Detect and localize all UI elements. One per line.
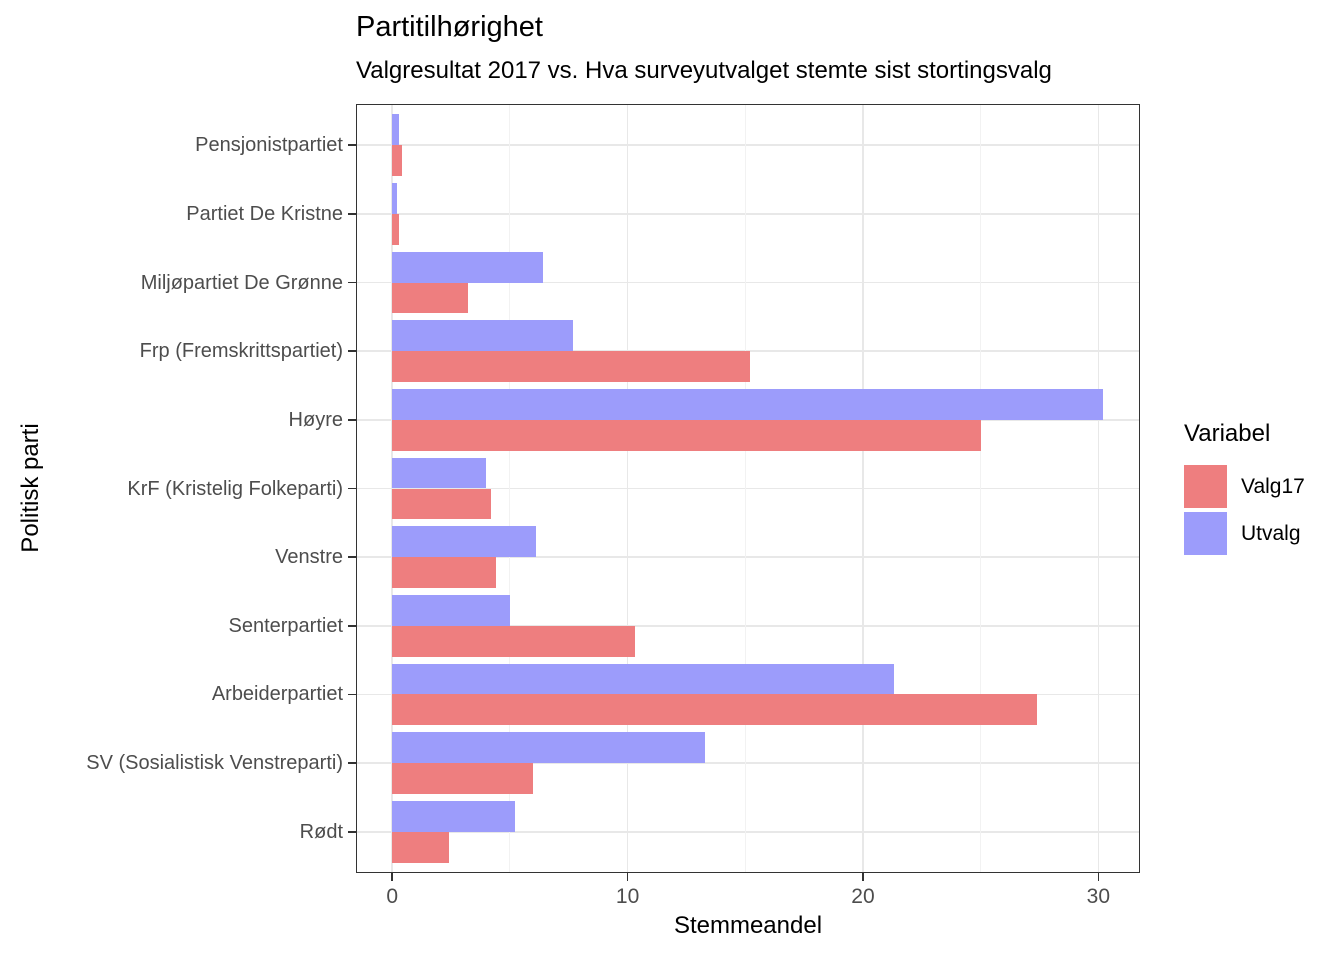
bar-utvalg-9	[392, 732, 706, 764]
y-axis-label: Partiet De Kristne	[186, 202, 343, 225]
y-axis-label: Frp (Fremskrittspartiet)	[139, 340, 343, 363]
legend-swatch-valg17	[1184, 465, 1227, 508]
gridline-horizontal	[356, 213, 1140, 215]
x-axis-title: Stemmeandel	[673, 912, 823, 939]
gridline-minor	[980, 104, 982, 873]
bar-valg17-1	[392, 213, 400, 245]
bar-utvalg-5	[392, 457, 487, 489]
legend: Variabel Valg17 Utvalg	[1184, 420, 1305, 557]
x-axis-tick-label: 0	[386, 885, 399, 908]
gridline-minor	[744, 104, 746, 873]
bar-utvalg-1	[392, 182, 397, 214]
bar-utvalg-0	[392, 114, 400, 146]
y-axis-label: Høyre	[288, 408, 343, 431]
x-tick-mark	[1097, 873, 1100, 881]
gridline-horizontal	[356, 281, 1140, 284]
legend-label-valg17: Valg17	[1241, 474, 1305, 498]
bar-utvalg-7	[392, 594, 510, 626]
gridline-horizontal	[356, 556, 1140, 558]
x-tick-mark	[862, 873, 864, 881]
gridline-horizontal	[356, 144, 1140, 146]
bar-valg17-4	[392, 419, 981, 451]
x-tick-mark	[391, 873, 393, 881]
gridline-horizontal	[356, 762, 1140, 764]
y-tick-mark	[348, 281, 356, 284]
bar-valg17-0	[392, 145, 402, 177]
y-tick-mark	[348, 487, 356, 490]
bar-utvalg-4	[392, 388, 1104, 420]
bar-valg17-10	[392, 831, 449, 863]
y-tick-mark	[348, 762, 356, 764]
legend-entry-valg17: Valg17	[1184, 463, 1305, 510]
y-tick-mark	[348, 144, 356, 146]
bar-valg17-5	[392, 488, 492, 520]
y-axis-label: KrF (Kristelig Folkeparti)	[127, 477, 343, 500]
y-tick-mark	[348, 831, 356, 833]
bar-utvalg-10	[392, 800, 515, 832]
gridline-major	[862, 104, 864, 873]
y-axis-label: Pensjonistpartiet	[195, 134, 343, 157]
bar-utvalg-8	[392, 663, 894, 695]
y-tick-mark	[348, 419, 356, 421]
gridline-major	[626, 104, 629, 873]
legend-entry-utvalg: Utvalg	[1184, 510, 1305, 557]
bar-valg17-9	[392, 763, 534, 795]
y-axis-label: SV (Sosialistisk Venstreparti)	[86, 752, 343, 775]
gridline-minor	[509, 104, 511, 873]
y-axis-label: Miljøpartiet De Grønne	[140, 271, 343, 294]
gridline-horizontal	[356, 487, 1140, 490]
x-axis-tick-label: 20	[851, 885, 875, 908]
bar-utvalg-6	[392, 526, 536, 558]
plot-panel	[356, 104, 1140, 873]
bar-valg17-6	[392, 557, 496, 589]
legend-label-utvalg: Utvalg	[1241, 521, 1301, 545]
y-axis-label: Senterpartiet	[228, 614, 343, 637]
y-tick-mark	[348, 213, 356, 215]
x-axis-tick-label: 10	[615, 885, 640, 908]
y-tick-mark	[348, 693, 356, 696]
gridline-horizontal	[356, 831, 1140, 833]
x-tick-mark	[626, 873, 629, 881]
gridline-major	[1097, 104, 1100, 873]
bar-utvalg-3	[392, 320, 574, 352]
bar-utvalg-2	[392, 251, 543, 283]
y-axis-label: Arbeiderpartiet	[211, 683, 343, 706]
y-tick-mark	[348, 350, 356, 352]
y-tick-mark	[348, 556, 356, 558]
y-axis-label: Venstre	[275, 546, 343, 569]
gridline-horizontal	[356, 625, 1140, 627]
bar-valg17-7	[392, 625, 635, 657]
legend-title: Variabel	[1184, 420, 1271, 447]
bar-valg17-8	[392, 694, 1038, 726]
bar-valg17-3	[392, 351, 750, 383]
legend-swatch-utvalg	[1184, 512, 1227, 555]
x-axis-tick-label: 30	[1086, 885, 1110, 908]
chart-title: Partitilhørighet	[356, 11, 543, 43]
bar-valg17-2	[392, 282, 468, 314]
y-tick-mark	[348, 625, 356, 627]
y-axis-label: Rødt	[299, 820, 343, 843]
chart-subtitle: Valgresultat 2017 vs. Hva surveyutvalget…	[356, 57, 1052, 84]
